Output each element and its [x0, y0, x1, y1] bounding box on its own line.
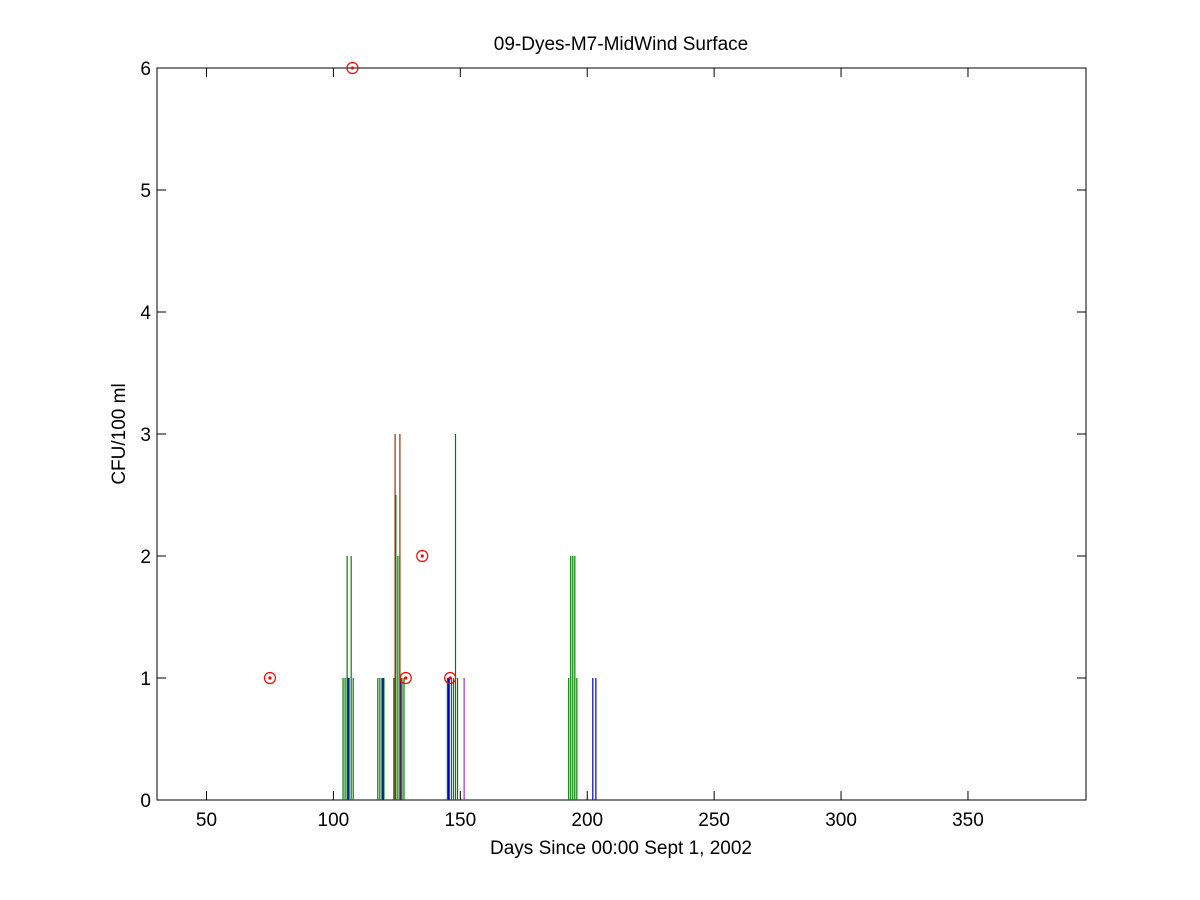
x-tick-label: 350	[952, 810, 984, 831]
y-tick-label: 5	[140, 181, 151, 202]
y-tick-label: 2	[140, 547, 151, 568]
chart-title: 09-Dyes-M7-MidWind Surface	[494, 34, 748, 55]
marker-ring	[444, 671, 457, 685]
marker-ring	[263, 671, 277, 685]
y-tick-label: 3	[140, 425, 151, 446]
marker-ring	[416, 549, 429, 563]
x-tick-label: 50	[196, 810, 217, 831]
x-tick-label: 250	[698, 810, 730, 831]
x-tick-label: 100	[318, 810, 350, 831]
marker-dot	[420, 554, 424, 558]
marker-dot	[350, 66, 355, 70]
x-axis-label: Days Since 00:00 Sept 1, 2002	[490, 838, 752, 859]
marker-ring	[399, 671, 412, 685]
x-tick-label: 150	[444, 810, 476, 831]
y-tick-label: 6	[140, 59, 151, 80]
marker-dot	[268, 676, 272, 680]
marker-ring	[346, 61, 359, 75]
x-tick-label: 200	[571, 810, 603, 831]
marker-dot	[448, 676, 452, 680]
marker-dot	[404, 676, 408, 680]
y-tick-label: 4	[140, 303, 151, 324]
x-tick-label: 300	[825, 810, 857, 831]
y-tick-label: 0	[140, 791, 151, 812]
y-tick-label: 1	[140, 669, 151, 690]
y-axis-label: CFU/100 ml	[109, 383, 130, 484]
